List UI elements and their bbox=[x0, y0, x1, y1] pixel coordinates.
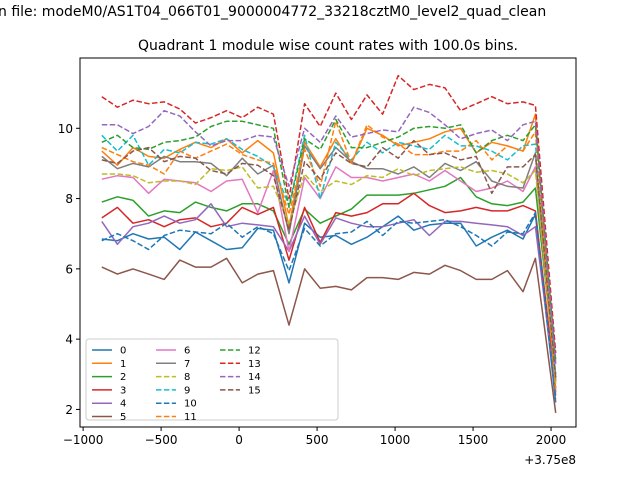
legend-label-14: 14 bbox=[248, 372, 261, 383]
legend-label-12: 12 bbox=[248, 346, 261, 357]
y-axis: 2 4 6 8 10 bbox=[58, 122, 80, 417]
series-line-13 bbox=[101, 74, 557, 354]
series-line-2 bbox=[101, 176, 557, 375]
y-tick-label: 2 bbox=[65, 403, 73, 417]
x-tick-label: 1000 bbox=[380, 433, 411, 447]
y-tick-label: 6 bbox=[65, 262, 73, 276]
series-line-10 bbox=[101, 211, 557, 399]
series-line-7 bbox=[101, 145, 557, 382]
x-tick-label: 2000 bbox=[536, 433, 567, 447]
legend-label-9: 9 bbox=[184, 385, 190, 396]
y-tick-label: 4 bbox=[65, 333, 73, 347]
x-tick-label: −500 bbox=[145, 433, 178, 447]
x-tick-label: 1500 bbox=[458, 433, 489, 447]
legend-label-5: 5 bbox=[120, 412, 126, 423]
series-line-9 bbox=[101, 134, 557, 378]
series-line-5 bbox=[101, 257, 557, 413]
chart-title: Quadrant 1 module wise count rates with … bbox=[138, 38, 518, 54]
series-layer bbox=[101, 74, 557, 413]
x-axis: −1000 −500 0 500 1000 1500 2000 bbox=[63, 427, 566, 447]
legend-label-13: 13 bbox=[248, 359, 261, 370]
legend-label-1: 1 bbox=[120, 359, 126, 370]
legend-label-6: 6 bbox=[184, 346, 190, 357]
axes-frame bbox=[79, 57, 577, 428]
legend-label-0: 0 bbox=[120, 346, 126, 357]
x-offset-label: +3.75e8 bbox=[524, 453, 576, 467]
series-line-6 bbox=[101, 166, 557, 382]
legend-box bbox=[85, 338, 339, 421]
legend-label-11: 11 bbox=[184, 412, 197, 423]
series-line-14 bbox=[101, 106, 557, 364]
legend-label-7: 7 bbox=[184, 359, 190, 370]
x-tick-label: 500 bbox=[306, 433, 329, 447]
series-line-0 bbox=[101, 213, 557, 403]
legend-label-4: 4 bbox=[120, 399, 126, 410]
series-line-3 bbox=[101, 192, 557, 389]
y-tick-label: 8 bbox=[65, 192, 73, 206]
legend-label-2: 2 bbox=[120, 372, 126, 383]
x-tick-label: −1000 bbox=[63, 433, 104, 447]
y-tick-label: 10 bbox=[58, 122, 73, 136]
series-line-15 bbox=[101, 139, 557, 378]
legend-label-3: 3 bbox=[120, 385, 126, 396]
x-tick-label: 0 bbox=[235, 433, 243, 447]
series-line-12 bbox=[101, 118, 557, 361]
chart-suptitle: n file: modeM0/AS1T04_066T01_9000004772_… bbox=[0, 4, 546, 20]
series-line-4 bbox=[101, 203, 557, 392]
series-line-11 bbox=[101, 120, 557, 392]
legend-label-10: 10 bbox=[184, 399, 197, 410]
series-line-8 bbox=[101, 166, 557, 385]
legend-label-15: 15 bbox=[248, 385, 261, 396]
legend-label-8: 8 bbox=[184, 372, 190, 383]
